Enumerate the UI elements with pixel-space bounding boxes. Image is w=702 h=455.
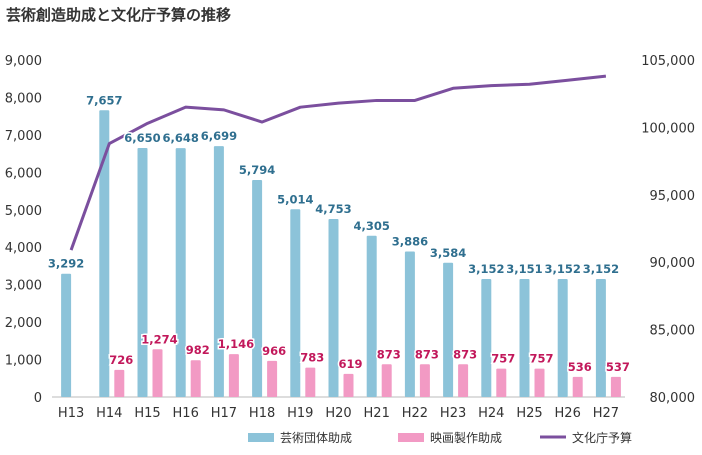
- art-group-data-label: 6,650: [124, 131, 160, 145]
- film-data-label: 966: [262, 344, 286, 358]
- art-group-bar: [328, 219, 339, 397]
- film-bar: [190, 360, 201, 397]
- x-tick-label: H24: [478, 406, 504, 421]
- y-right-tick-label: 100,000: [641, 121, 695, 136]
- x-tick-label: H17: [211, 406, 237, 421]
- x-tick-label: H18: [249, 406, 275, 421]
- art-group-bar: [481, 278, 492, 397]
- film-bar: [114, 369, 125, 397]
- y-left-tick-label: 4,000: [5, 241, 42, 256]
- legend-film-swatch: [398, 433, 424, 442]
- film-data-label: 619: [338, 357, 362, 371]
- film-data-label: 1,274: [141, 332, 177, 346]
- art-group-bar: [443, 262, 454, 397]
- art-group-bar: [557, 278, 568, 397]
- art-group-bar: [99, 110, 110, 397]
- x-tick-label: H21: [364, 406, 390, 421]
- art-group-data-label: 5,794: [239, 163, 275, 177]
- legend-art-group-swatch: [248, 433, 274, 442]
- y-left-tick-label: 9,000: [5, 54, 42, 69]
- x-tick-label: H26: [555, 406, 581, 421]
- film-data-label: 873: [377, 347, 401, 361]
- y-left-tick-label: 1,000: [5, 354, 42, 369]
- x-tick-label: H27: [593, 406, 619, 421]
- y-right-tick-label: 80,000: [650, 391, 696, 406]
- x-tick-label: H22: [402, 406, 428, 421]
- art-group-data-label: 3,152: [545, 262, 581, 276]
- legend-budget-label: 文化庁予算: [572, 430, 632, 445]
- film-data-label: 757: [491, 352, 515, 366]
- film-bar: [534, 368, 545, 397]
- film-data-label: 536: [568, 360, 592, 374]
- film-data-label: 873: [415, 347, 439, 361]
- film-bar: [496, 368, 507, 397]
- art-group-bar: [290, 209, 301, 397]
- film-data-label: 1,146: [218, 337, 254, 351]
- x-tick-label: H23: [440, 406, 466, 421]
- art-group-data-label: 4,753: [315, 202, 351, 216]
- art-group-data-label: 3,292: [48, 257, 84, 271]
- film-bar: [572, 376, 583, 397]
- art-group-bar: [595, 278, 606, 397]
- x-tick-label: H19: [287, 406, 313, 421]
- film-data-label: 537: [606, 360, 630, 374]
- y-right-tick-label: 85,000: [650, 324, 696, 339]
- y-right-tick-label: 105,000: [641, 54, 695, 69]
- film-bar: [381, 364, 392, 397]
- film-data-label: 783: [300, 351, 324, 365]
- art-group-bar: [213, 146, 224, 397]
- x-tick-label: H25: [516, 406, 542, 421]
- y-left-tick-label: 6,000: [5, 166, 42, 181]
- art-group-data-label: 5,014: [277, 192, 313, 206]
- film-bar: [419, 364, 430, 397]
- legend-film-label: 映画製作助成: [430, 431, 502, 445]
- film-bar: [458, 364, 469, 397]
- y-left-tick-label: 8,000: [5, 91, 42, 106]
- film-bar: [343, 373, 354, 397]
- y-right-tick-label: 95,000: [650, 189, 696, 204]
- art-group-data-label: 3,152: [468, 262, 504, 276]
- film-bar: [228, 354, 239, 397]
- y-left-tick-label: 2,000: [5, 316, 42, 331]
- y-left-tick-label: 0: [34, 391, 42, 406]
- art-group-bar: [519, 279, 530, 397]
- art-group-bar: [137, 147, 148, 397]
- film-data-label: 982: [186, 343, 210, 357]
- film-bar: [152, 349, 163, 397]
- budget-line: [69, 74, 607, 251]
- art-group-bar: [252, 180, 263, 397]
- art-group-bar: [404, 251, 415, 397]
- x-tick-label: H15: [134, 406, 160, 421]
- y-left-tick-label: 5,000: [5, 204, 42, 219]
- art-group-data-label: 6,699: [201, 129, 237, 143]
- art-group-data-label: 7,657: [86, 93, 122, 107]
- x-tick-label: H20: [325, 406, 351, 421]
- art-group-data-label: 3,584: [430, 246, 466, 260]
- film-data-label: 757: [529, 352, 553, 366]
- chart-title: 芸術創造助成と文化庁予算の推移: [6, 6, 232, 24]
- legend-art-group-label: 芸術団体助成: [280, 431, 352, 445]
- x-tick-label: H16: [173, 406, 199, 421]
- film-bar: [305, 367, 316, 397]
- art-group-data-label: 6,648: [163, 131, 199, 145]
- x-tick-label: H14: [96, 406, 122, 421]
- art-group-bar: [175, 148, 186, 397]
- film-data-label: 726: [109, 353, 133, 367]
- art-group-data-label: 4,305: [354, 219, 390, 233]
- art-group-data-label: 3,151: [506, 262, 542, 276]
- film-data-label: 873: [453, 347, 477, 361]
- y-left-tick-label: 7,000: [5, 129, 42, 144]
- y-right-tick-label: 90,000: [650, 256, 696, 271]
- art-group-bar: [366, 235, 377, 397]
- art-group-data-label: 3,886: [392, 234, 428, 248]
- film-bar: [267, 360, 278, 397]
- x-tick-label: H13: [58, 406, 84, 421]
- film-bar: [610, 376, 621, 397]
- y-left-tick-label: 3,000: [5, 279, 42, 294]
- art-group-data-label: 3,152: [583, 262, 619, 276]
- art-group-bar: [61, 273, 72, 397]
